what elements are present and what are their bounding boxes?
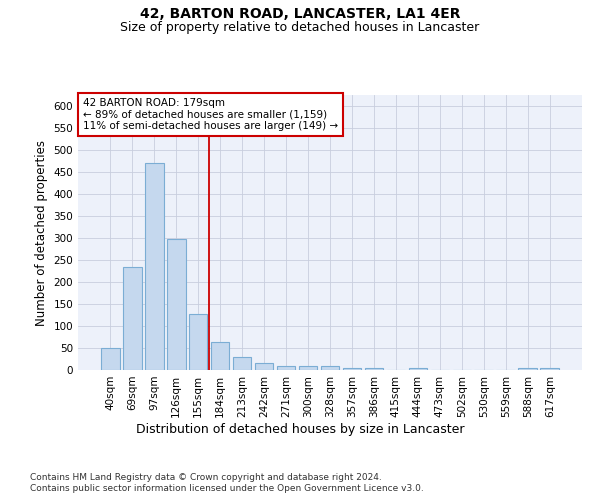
Bar [123,266,142,370]
Bar [299,366,317,370]
Text: Distribution of detached houses by size in Lancaster: Distribution of detached houses by size … [136,422,464,436]
Bar [211,342,229,370]
Bar [518,368,537,370]
Bar [145,163,164,370]
Bar [277,366,295,370]
Bar [343,368,361,370]
Bar [233,357,251,370]
Y-axis label: Number of detached properties: Number of detached properties [35,140,48,326]
Bar [255,363,274,370]
Text: 42, BARTON ROAD, LANCASTER, LA1 4ER: 42, BARTON ROAD, LANCASTER, LA1 4ER [140,8,460,22]
Bar [541,368,559,370]
Bar [320,366,340,370]
Bar [189,314,208,370]
Bar [409,368,427,370]
Bar [101,348,119,370]
Text: Contains HM Land Registry data © Crown copyright and database right 2024.: Contains HM Land Registry data © Crown c… [30,472,382,482]
Text: Size of property relative to detached houses in Lancaster: Size of property relative to detached ho… [121,21,479,34]
Text: Contains public sector information licensed under the Open Government Licence v3: Contains public sector information licen… [30,484,424,493]
Text: 42 BARTON ROAD: 179sqm
← 89% of detached houses are smaller (1,159)
11% of semi-: 42 BARTON ROAD: 179sqm ← 89% of detached… [83,98,338,131]
Bar [167,239,185,370]
Bar [365,368,383,370]
